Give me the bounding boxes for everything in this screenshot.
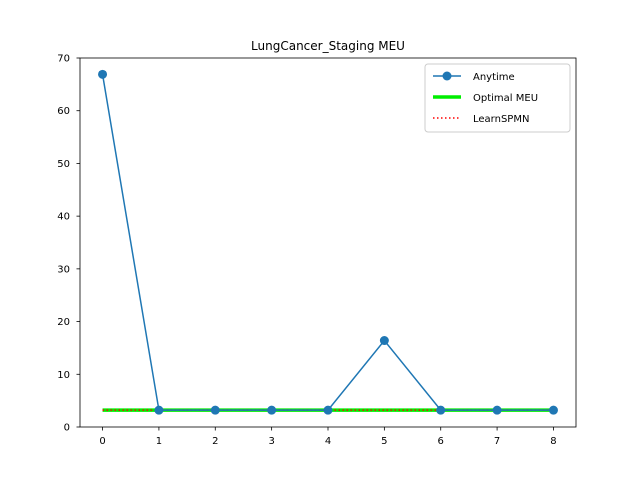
x-tick-label: 4 bbox=[325, 436, 331, 447]
y-tick-label: 10 bbox=[57, 370, 70, 381]
legend-label: Anytime bbox=[473, 72, 515, 83]
x-tick-label: 1 bbox=[156, 436, 162, 447]
legend-box bbox=[424, 63, 571, 133]
y-tick-label: 30 bbox=[57, 264, 70, 275]
legend-item: LearnSPMN bbox=[433, 114, 529, 125]
x-tick-label: 5 bbox=[381, 436, 387, 447]
series-layer bbox=[98, 69, 558, 415]
data-point bbox=[379, 336, 389, 346]
data-point bbox=[548, 405, 558, 415]
data-point bbox=[210, 405, 220, 415]
legend-marker bbox=[442, 71, 452, 81]
legend-label: LearnSPMN bbox=[473, 114, 529, 125]
x-tick-label: 2 bbox=[212, 436, 218, 447]
data-point bbox=[436, 405, 446, 415]
y-tick-label: 40 bbox=[57, 212, 70, 223]
legend: Anytime Optimal MEU LearnSPMN bbox=[424, 63, 571, 133]
data-point bbox=[154, 405, 164, 415]
y-tick-label: 70 bbox=[57, 54, 70, 65]
x-tick-label: 8 bbox=[550, 436, 556, 447]
data-point bbox=[492, 405, 502, 415]
x-tick-label: 3 bbox=[268, 436, 274, 447]
axes: 0 1 2 3 4 5 6 7 8 0 10 20 30 40 50 60 70 bbox=[57, 54, 577, 447]
y-tick-label: 0 bbox=[64, 423, 70, 434]
series-anytime bbox=[98, 69, 558, 415]
x-tick-label: 7 bbox=[494, 436, 500, 447]
y-tick-label: 60 bbox=[57, 106, 70, 117]
x-tick-label: 6 bbox=[438, 436, 444, 447]
plot-frame bbox=[79, 57, 577, 428]
chart-title: LungCancer_Staging MEU bbox=[251, 39, 405, 53]
x-tick-label: 0 bbox=[99, 436, 105, 447]
data-point bbox=[98, 69, 108, 79]
legend-item: Anytime bbox=[433, 71, 515, 83]
data-point bbox=[267, 405, 277, 415]
legend-label: Optimal MEU bbox=[473, 93, 538, 104]
y-tick-label: 20 bbox=[57, 317, 70, 328]
y-tick-label: 50 bbox=[57, 159, 70, 170]
data-point bbox=[323, 405, 333, 415]
legend-item: Optimal MEU bbox=[433, 93, 538, 104]
